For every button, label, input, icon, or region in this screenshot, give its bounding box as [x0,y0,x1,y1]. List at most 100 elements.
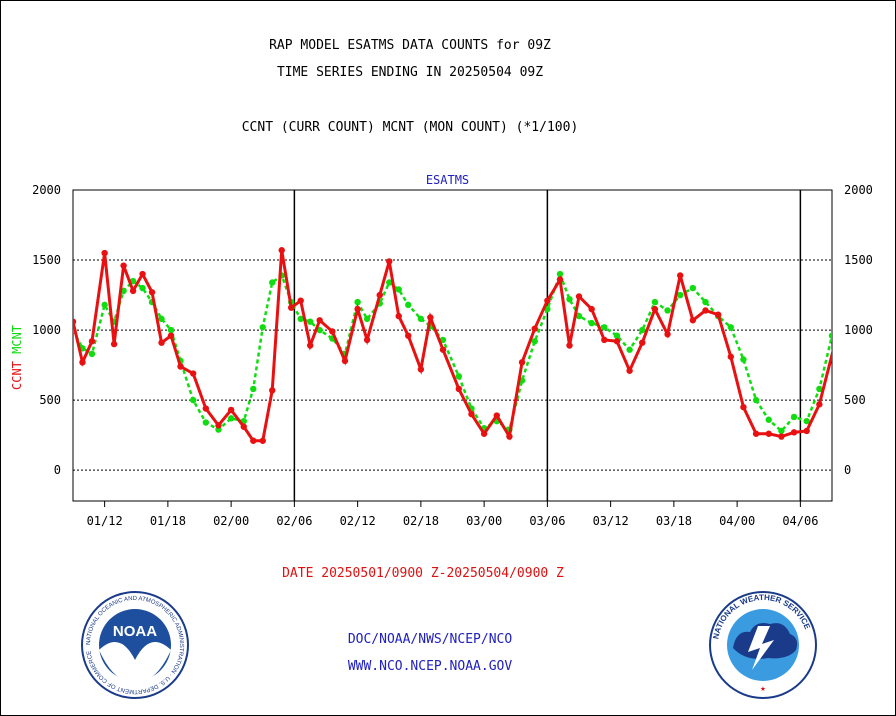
data-point-ccnt [227,406,235,414]
y-tick-label-right: 1500 [844,253,873,267]
data-point-ccnt [240,423,247,430]
data-point-ccnt [601,336,608,344]
footer-url[interactable]: WWW.NCO.NCEP.NOAA.GOV [347,659,513,674]
data-point-mcnt [828,332,832,339]
data-point-ccnt [329,328,336,335]
data-point-ccnt [531,325,538,332]
chart-title-line2: TIME SERIES ENDING IN 20250504 09Z [276,65,544,80]
data-point-mcnt [363,315,371,323]
y-tick-label-left: 500 [39,393,61,407]
data-point-ccnt [873,321,879,327]
data-point-ccnt [88,338,96,345]
y-tick-label-right: 0 [844,463,851,477]
data-point-mcnt [297,315,304,323]
data-point-mcnt [354,298,361,306]
x-tick-label: 02/00 [213,514,249,528]
data-point-mcnt [613,332,621,339]
x-tick-label: 03/00 [466,514,502,528]
data-point-mcnt [259,324,266,331]
data-point-ccnt [566,342,573,349]
data-point-ccnt [120,262,127,269]
data-point-mcnt [566,296,573,303]
data-point-ccnt [269,387,276,394]
data-point-mcnt [455,373,463,380]
data-point-ccnt [386,258,393,265]
data-point-ccnt [202,405,210,412]
chart-title-line3: CCNT (CURR COUNT) MCNT (MON COUNT) (*1/1… [241,120,579,135]
data-point-mcnt [790,413,798,421]
data-point-ccnt [518,359,526,366]
x-tick-label: 03/18 [656,514,692,528]
data-point-ccnt [376,291,383,299]
data-point-mcnt [386,279,393,286]
data-point-ccnt [129,287,137,295]
data-point-mcnt [250,385,257,393]
data-point-ccnt [139,270,146,278]
nws-logo-icon: NATIONAL WEATHER SERVICE ★ [709,591,817,699]
data-point-mcnt [227,415,235,422]
data-point-ccnt [215,422,222,429]
data-point-mcnt [189,396,197,404]
data-point-ccnt [493,412,500,419]
data-point-ccnt [259,437,266,444]
data-point-ccnt [886,313,892,319]
x-tick-label: 01/12 [87,514,123,528]
data-point-ccnt [405,332,412,339]
data-point-ccnt [506,433,513,440]
data-point-mcnt [439,336,447,344]
data-point-ccnt [752,430,760,437]
series-mcnt [73,270,896,435]
data-point-ccnt [363,336,371,344]
data-point-ccnt [727,353,734,360]
data-point-ccnt [250,437,257,444]
data-point-mcnt [139,284,146,292]
data-point-ccnt [439,346,447,353]
data-point-mcnt [575,312,583,320]
data-point-mcnt [816,385,823,393]
chart-title-line1: RAP MODEL ESATMS DATA COUNTS for 09Z [269,38,551,53]
y-tick-label-left: 0 [54,463,61,477]
data-point-mcnt [892,323,896,329]
data-point-ccnt [306,342,314,349]
y-tick-label-left: 1000 [32,323,61,337]
data-point-ccnt [167,332,175,339]
data-point-mcnt [417,315,425,323]
y-tick-label-right: 2000 [844,183,873,197]
x-tick-label: 03/06 [529,514,565,528]
series-line-mcnt [73,270,832,433]
plot-title: ESATMS [426,173,469,187]
x-tick-label: 03/12 [593,514,629,528]
data-point-mcnt [765,416,772,423]
data-point-mcnt [639,326,646,334]
data-point-mcnt [778,427,785,435]
data-point-mcnt [202,419,210,426]
data-point-mcnt [727,324,734,331]
data-point-ccnt [778,433,785,440]
series-line-ccnt [73,249,832,443]
footer-org: DOC/NOAA/NWS/NCEP/NCO [347,632,513,647]
data-point-ccnt [189,370,197,377]
data-point-ccnt [575,293,583,300]
data-point-ccnt [354,305,361,313]
data-point-ccnt [316,317,323,324]
data-point-mcnt [556,270,564,278]
data-point-ccnt [803,427,810,435]
y-axis-label-ccnt: CCNT [10,354,24,390]
y-tick-label-right: 500 [844,393,866,407]
data-point-ccnt [588,305,595,313]
data-point-mcnt [101,301,108,309]
data-point-mcnt [531,338,538,345]
data-point-mcnt [306,318,314,325]
x-tick-label: 02/18 [403,514,439,528]
data-point-ccnt [816,401,823,408]
data-point-ccnt [790,429,798,436]
data-point-ccnt [740,403,747,411]
nws-star-icon: ★ [760,684,766,694]
data-point-ccnt [689,317,697,324]
data-point-ccnt [480,430,488,437]
y-tick-label-right: 1000 [844,323,873,337]
data-point-mcnt [841,281,847,287]
data-point-mcnt [664,307,671,314]
data-point-ccnt [556,276,564,283]
data-point-ccnt [79,359,86,366]
